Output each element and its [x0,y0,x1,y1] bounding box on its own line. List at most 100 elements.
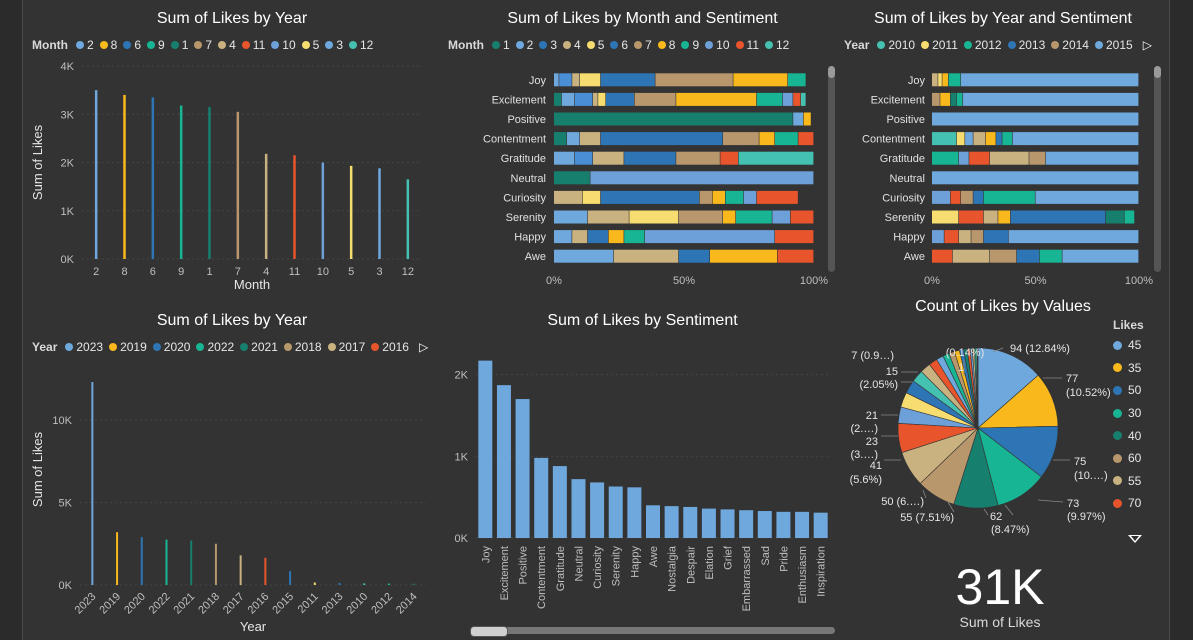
bar-segment[interactable] [554,249,614,263]
bar-segment[interactable] [775,230,814,244]
bar-segment[interactable] [720,151,738,165]
bar-segment[interactable] [624,151,676,165]
bar-segment[interactable] [782,92,793,106]
bar-segment[interactable] [561,92,575,106]
legend-item-1[interactable]: 1 [170,38,188,52]
bar[interactable] [378,168,381,259]
bar-segment[interactable] [600,132,723,146]
bar-segment[interactable] [723,132,759,146]
bar-segment[interactable] [775,132,798,146]
bar[interactable] [478,360,493,538]
bar-segment[interactable] [996,132,1002,146]
bar-segment[interactable] [952,249,990,263]
bar-segment[interactable] [736,210,772,224]
legend-item-60[interactable]: 60 [1113,447,1144,470]
bar-segment[interactable] [932,151,959,165]
bar-segment[interactable] [1008,230,1139,244]
bar-segment[interactable] [958,210,984,224]
legend-item-3[interactable]: 3 [539,38,557,52]
bar-segment[interactable] [998,210,1011,224]
bar-segment[interactable] [759,132,775,146]
bar-segment[interactable] [554,132,567,146]
bar-segment[interactable] [983,210,998,224]
legend-next-icon[interactable]: ▷ [418,340,429,354]
legend-item-55[interactable]: 55 [1113,470,1144,493]
bar-segment[interactable] [956,92,963,106]
bar[interactable] [264,557,267,585]
bar[interactable] [683,506,698,538]
bar-segment[interactable] [960,73,1139,87]
bar-segment[interactable] [932,73,938,87]
bar-segment[interactable] [983,190,1035,204]
bar-segment[interactable] [801,92,806,106]
likes-by-year-sentiment-panel[interactable]: Sum of Likes by Year and Sentiment Year … [838,0,1168,300]
bar-segment[interactable] [788,73,806,87]
bar-segment[interactable] [1134,210,1139,224]
bar[interactable] [293,155,296,259]
legend-item-11[interactable]: 11 [735,38,759,52]
bar[interactable] [208,107,211,259]
horizontal-scrollbar[interactable] [470,627,835,634]
bar[interactable] [627,487,642,538]
legend-item-50[interactable]: 50 [1113,379,1144,402]
scroll-thumb[interactable] [1154,66,1161,78]
legend-item-40[interactable]: 40 [1113,424,1144,447]
bar[interactable] [590,482,605,538]
legend-item-2012[interactable]: 2012 [963,38,1002,52]
bar-segment[interactable] [940,92,951,106]
bar[interactable] [165,539,168,585]
bar[interactable] [140,537,143,585]
bar-segment[interactable] [600,73,655,87]
bar[interactable] [701,508,716,538]
bar-segment[interactable] [942,73,948,87]
bar-segment[interactable] [1010,210,1106,224]
bar-segment[interactable] [554,190,582,204]
month-legend[interactable]: Month 2 8 6 9 1 7 4 11 10 5 3 12 [32,38,375,52]
bar[interactable] [236,111,240,260]
bar-segment[interactable] [554,171,590,185]
bar-segment[interactable] [608,230,624,244]
bar[interactable] [757,511,772,538]
bar-segment[interactable] [572,73,580,87]
legend-item-2016[interactable]: 2016 [371,340,409,354]
bar-segment[interactable] [559,73,572,87]
year-legend[interactable]: Year 2010 2011 2012 2013 2014 2015 ▷ [844,38,1152,52]
bar[interactable] [387,583,390,585]
legend-item-2[interactable]: 2 [75,38,94,52]
bar-segment[interactable] [1016,249,1040,263]
bar[interactable] [552,466,567,538]
bar[interactable] [795,511,810,538]
bar-segment[interactable] [963,92,1139,106]
bar-segment[interactable] [593,92,598,106]
bar-segment[interactable] [738,151,814,165]
bar[interactable] [91,382,94,585]
bar[interactable] [349,165,353,259]
legend-next-icon[interactable]: ▷ [1142,38,1152,52]
bar-segment[interactable] [743,190,757,204]
legend-item-2013[interactable]: 2013 [1007,38,1045,52]
bar-segment[interactable] [971,230,984,244]
legend-item-12[interactable]: 12 [765,38,789,52]
bar-segment[interactable] [554,210,588,224]
pie-slice[interactable] [976,347,979,429]
bar-segment[interactable] [932,190,951,204]
bar-segment[interactable] [587,210,629,224]
bar[interactable] [94,90,98,259]
bar-segment[interactable] [1105,210,1124,224]
bar-segment[interactable] [948,73,961,87]
legend-item-70[interactable]: 70 [1113,492,1144,515]
bar[interactable] [264,153,268,259]
bar-segment[interactable] [593,151,624,165]
bar-segment[interactable] [793,112,803,126]
legend-item-2014[interactable]: 2014 [1051,38,1089,52]
bar[interactable] [214,543,217,585]
bar-segment[interactable] [580,132,601,146]
bar-segment[interactable] [606,92,634,106]
scroll-thumb[interactable] [470,626,508,637]
bar-segment[interactable] [582,190,601,204]
bar-segment[interactable] [613,249,679,263]
bar-segment[interactable] [1029,151,1046,165]
legend-item-6[interactable]: 6 [610,38,628,52]
bar-segment[interactable] [989,151,1029,165]
year-legend[interactable]: Year 2023 2019 2020 2022 2021 2018 2017 2016 ▷ [32,340,428,354]
